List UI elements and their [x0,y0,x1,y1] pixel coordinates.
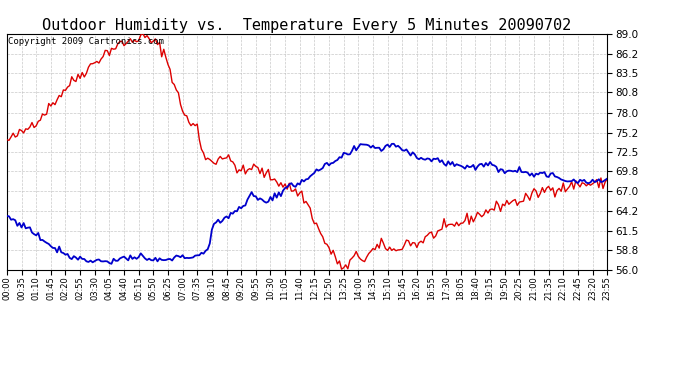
Title: Outdoor Humidity vs.  Temperature Every 5 Minutes 20090702: Outdoor Humidity vs. Temperature Every 5… [42,18,572,33]
Text: Copyright 2009 Cartronics.com: Copyright 2009 Cartronics.com [8,37,164,46]
